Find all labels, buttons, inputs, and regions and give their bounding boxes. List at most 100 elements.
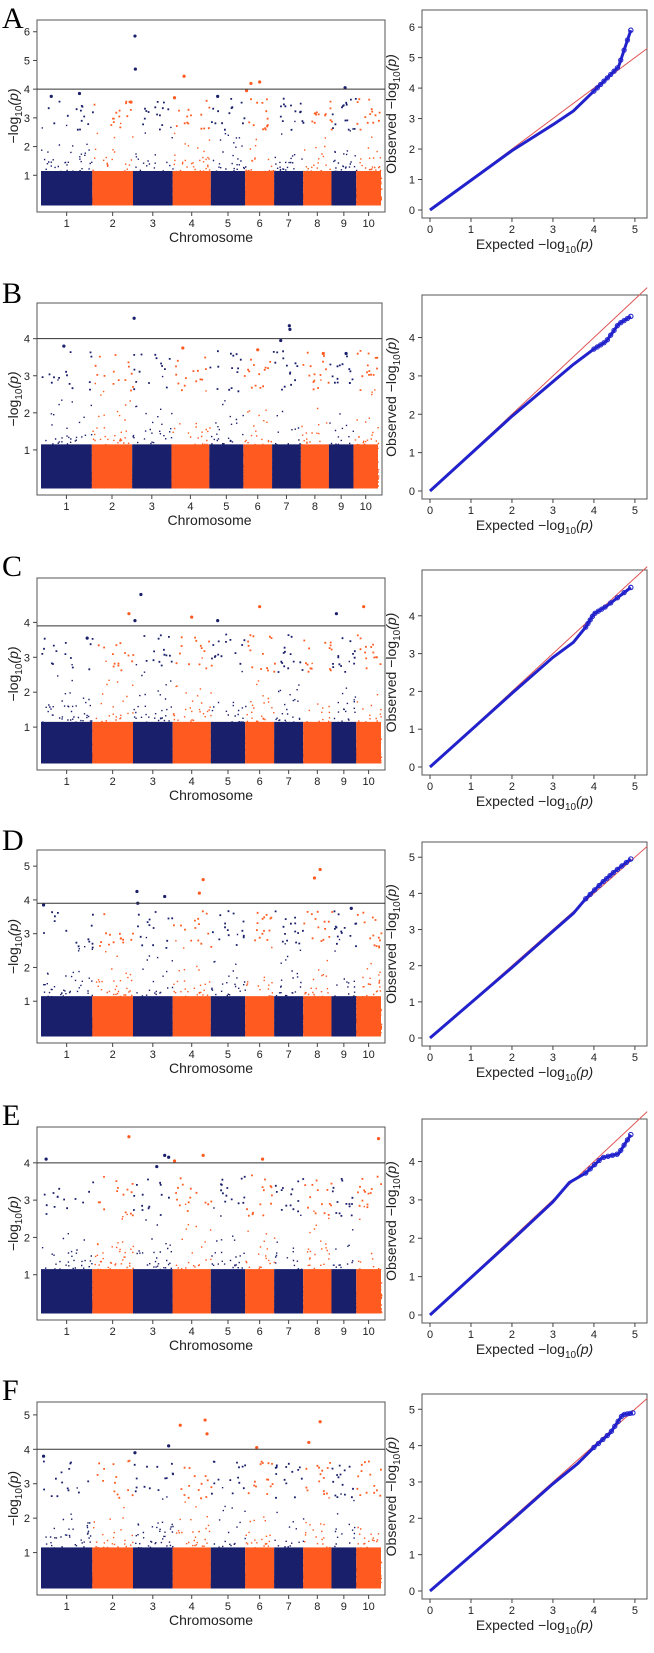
x-tick-label: 10 (362, 218, 374, 230)
chromosome-8-upper-points (303, 910, 334, 942)
qq-y-axis-title: Observed −log10(p) (383, 1161, 403, 1281)
chromosome-8-upper-points (303, 639, 333, 673)
qq-y-axis-title-part-1: 10 (392, 901, 403, 913)
chromosome-6-dense-band (245, 170, 275, 206)
chromosome-1-upper-points (43, 1460, 90, 1498)
top-hit-point (376, 1136, 381, 1141)
y-tick-label: 3 (24, 1479, 30, 1491)
chromosome-3-upper-points (133, 1462, 174, 1493)
top-hit-point (205, 1432, 209, 1436)
chromosome-4-dense-band (172, 1269, 211, 1314)
observed-curve (428, 315, 632, 493)
chromosome-10-dense-band (353, 444, 378, 489)
qq-plot: 0 1 2 3 4 5 0 1 2 3 4 (409, 1111, 648, 1341)
chromosome-2-upper-points (96, 1459, 134, 1499)
chromosome-4-upper-points (175, 99, 211, 130)
chromosome-3-dense-band (132, 721, 173, 764)
qq-x-tick-label: 3 (550, 1605, 556, 1617)
qq-x-tick-label: 1 (468, 224, 474, 236)
qq-x-axis-title-part-0: Expected −log (476, 236, 565, 252)
panel-letter: C (2, 550, 22, 583)
chromosome-6-upper-points (248, 98, 269, 131)
top-hit-point (288, 327, 292, 331)
top-hit-point (216, 619, 220, 623)
chromosome-1-upper-points (41, 637, 94, 671)
y-axis-title-part-2: (p) (5, 646, 21, 663)
chromosome-4-dense-band (171, 444, 210, 489)
qq-tail-point (612, 1423, 618, 1429)
y-axis-title-part-1: 10 (14, 105, 25, 117)
qq-x-axis-title-part-0: Expected −log (476, 1617, 565, 1633)
qq-tail-point (587, 1166, 593, 1172)
x-tick-label: 1 (64, 1326, 70, 1338)
qq-tail-point (614, 595, 621, 601)
qq-x-axis-title-part-0: Expected −log (476, 517, 565, 533)
qq-y-tick-label: 1 (409, 724, 415, 736)
y-axis-title-part-0: −log (5, 947, 21, 974)
chromosome-5-dense-band (210, 1547, 246, 1589)
qq-x-tick-label: 3 (550, 224, 556, 236)
x-tick-label: 8 (314, 1049, 320, 1061)
chromosome-1-upper-points (43, 911, 94, 949)
top-hit-point (312, 876, 317, 880)
qq-tail-point (594, 85, 600, 91)
qq-y-tick-label: 0 (409, 1033, 415, 1045)
y-tick-label: 3 (24, 929, 30, 941)
qq-tail-point (604, 1432, 610, 1439)
top-hit-point (318, 867, 322, 872)
x-tick-label: 1 (64, 1601, 70, 1613)
y-tick-label: 2 (24, 687, 30, 699)
manhattan-plot: 1 2 3 4 5 1 2 3 4 5 6 7 8 9 10 Chromosome (24, 849, 386, 1076)
qq-x-tick-label: 4 (591, 224, 597, 236)
qq-x-tick-label: 5 (632, 1605, 638, 1617)
x-tick-label: 5 (225, 218, 231, 230)
qq-y-tick-label: 4 (409, 83, 415, 95)
qq-tail-point (608, 71, 614, 78)
chromosome-6-dense-band (245, 996, 275, 1037)
x-tick-label: 2 (110, 1601, 116, 1613)
chromosome-10-dense-band (356, 1269, 381, 1314)
x-tick-label: 7 (286, 1049, 292, 1061)
y-tick-label: 2 (24, 1232, 30, 1244)
qq-x-tick-label: 3 (550, 1052, 556, 1064)
top-hit-point (172, 96, 177, 100)
top-hit-point (343, 86, 347, 90)
x-tick-label: 3 (150, 218, 156, 230)
chromosome-6-upper-points (247, 634, 276, 673)
chromosome-9-upper-points (329, 355, 354, 384)
chromosome-7-upper-points (279, 97, 305, 131)
qq-x-tick-label: 2 (509, 505, 515, 517)
qq-tail-point (614, 1151, 620, 1157)
y-axis-title: −log10(p) (5, 88, 25, 143)
x-tick-label: 9 (341, 1326, 347, 1338)
x-tick-label: 4 (189, 1601, 195, 1613)
qq-x-tick-label: 0 (427, 1052, 433, 1064)
top-hit-point (163, 1153, 167, 1157)
chromosome-3-upper-points (137, 911, 174, 949)
chromosome-5-upper-points (220, 1175, 246, 1205)
x-tick-label: 10 (362, 1049, 374, 1061)
observed-curve (429, 29, 633, 212)
y-tick-label: 5 (24, 55, 30, 67)
qq-y-axis-title-part-1: 10 (392, 71, 403, 83)
x-tick-label: 10 (362, 1601, 374, 1613)
x-tick-label: 2 (110, 1326, 116, 1338)
x-tick-label: 2 (110, 218, 116, 230)
chromosome-10-dense-band (356, 996, 381, 1037)
qq-x-tick-label: 3 (550, 781, 556, 793)
chromosome-2-dense-band (92, 996, 133, 1037)
qq-x-tick-label: 1 (468, 781, 474, 793)
chromosome-8-dense-band (303, 721, 332, 764)
qq-tail-point (592, 1162, 598, 1168)
qq-tail-point (621, 47, 627, 53)
chromosome-10-upper-points (357, 1175, 382, 1209)
qq-y-tick-label: 3 (409, 371, 415, 383)
y-tick-label: 4 (24, 617, 30, 629)
x-tick-label: 7 (286, 1326, 292, 1338)
qq-tail-point (614, 866, 621, 873)
top-hit-point (203, 1418, 207, 1422)
manhattan-frame (36, 849, 386, 1044)
x-tick-label: 8 (314, 776, 320, 788)
top-hit-point (132, 316, 136, 320)
qq-tail-point (614, 65, 621, 71)
